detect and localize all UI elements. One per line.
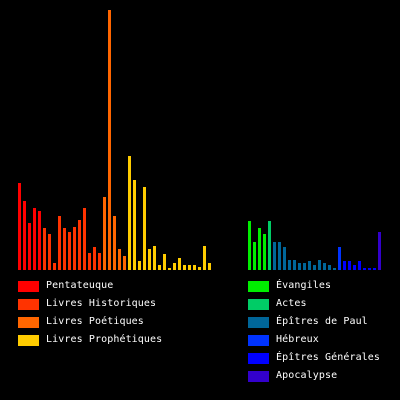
bar-2-9 xyxy=(83,208,86,270)
bar-7-7 xyxy=(303,263,306,270)
legend-item-10: Apocalypse xyxy=(248,369,337,383)
bar-7-2 xyxy=(278,242,281,270)
legend-label: Épîtres de Paul xyxy=(276,316,368,327)
bar-9-5 xyxy=(363,268,366,270)
legend-label: Actes xyxy=(276,298,307,309)
bar-4-8 xyxy=(163,254,166,270)
legend-swatch xyxy=(248,370,269,382)
bar-1-4 xyxy=(33,208,36,270)
bar-4-3 xyxy=(138,261,141,270)
bar-9-2 xyxy=(348,261,351,270)
bar-9-7 xyxy=(373,268,376,270)
bar-9-3 xyxy=(353,265,356,270)
bar-4-4 xyxy=(143,187,146,270)
bar-4-7 xyxy=(158,265,161,270)
legend-swatch xyxy=(248,280,269,292)
legend-label: Pentateuque xyxy=(46,280,114,291)
bar-4-17 xyxy=(208,263,211,270)
legend-item-1: Pentateuque xyxy=(18,279,113,293)
bar-3-3 xyxy=(113,216,116,270)
legend-item-4: Livres Prophétiques xyxy=(18,333,162,347)
bar-4-10 xyxy=(173,263,176,270)
legend-swatch xyxy=(18,298,39,310)
legend-swatch xyxy=(248,298,269,310)
bar-4-12 xyxy=(183,265,186,270)
bar-6-1 xyxy=(268,221,271,270)
bar-4-15 xyxy=(198,267,201,270)
bar-5-2 xyxy=(253,242,256,270)
bar-9-4 xyxy=(358,261,361,270)
bar-4-11 xyxy=(178,258,181,270)
bar-7-8 xyxy=(308,261,311,270)
bar-2-11 xyxy=(93,247,96,270)
bar-3-1 xyxy=(103,197,106,270)
bar-2-10 xyxy=(88,253,91,270)
bar-7-9 xyxy=(313,265,316,270)
bar-3-2 xyxy=(108,10,111,270)
legend-swatch xyxy=(248,352,269,364)
bar-4-6 xyxy=(153,246,156,270)
legend-item-7: Épîtres de Paul xyxy=(248,315,368,329)
bar-7-12 xyxy=(328,265,331,270)
legend-swatch xyxy=(18,280,39,292)
bar-2-1 xyxy=(43,228,46,270)
bar-2-2 xyxy=(48,234,51,270)
bar-2-3 xyxy=(53,263,56,270)
legend-label: Livres Historiques xyxy=(46,298,157,309)
bar-1-5 xyxy=(38,211,41,270)
bar-7-1 xyxy=(273,242,276,270)
legend-swatch xyxy=(248,334,269,346)
bar-2-4 xyxy=(58,216,61,270)
bar-7-6 xyxy=(298,263,301,270)
legend-item-9: Épîtres Générales xyxy=(248,351,380,365)
legend-item-6: Actes xyxy=(248,297,307,311)
bar-10-1 xyxy=(378,232,381,270)
bar-8-1 xyxy=(338,247,341,270)
bar-5-3 xyxy=(258,228,261,270)
bar-1-2 xyxy=(23,201,26,270)
bar-7-11 xyxy=(323,263,326,270)
bar-3-5 xyxy=(123,256,126,270)
legend-item-5: Évangiles xyxy=(248,279,331,293)
bar-4-5 xyxy=(148,249,151,270)
bar-3-4 xyxy=(118,249,121,270)
bar-4-2 xyxy=(133,180,136,270)
bar-4-1 xyxy=(128,156,131,270)
legend-label: Livres Poétiques xyxy=(46,316,144,327)
bar-9-6 xyxy=(368,268,371,270)
bar-5-4 xyxy=(263,234,266,270)
bar-4-9 xyxy=(168,268,171,270)
bar-7-13 xyxy=(333,268,336,270)
bar-4-13 xyxy=(188,265,191,270)
bar-2-5 xyxy=(63,228,66,270)
bar-2-8 xyxy=(78,220,81,270)
legend-swatch xyxy=(18,334,39,346)
legend-item-3: Livres Poétiques xyxy=(18,315,144,329)
legend-label: Évangiles xyxy=(276,280,332,291)
bar-5-1 xyxy=(248,221,251,270)
bar-4-14 xyxy=(193,265,196,270)
bar-7-10 xyxy=(318,260,321,270)
legend-label: Hébreux xyxy=(276,334,319,345)
bar-2-6 xyxy=(68,232,71,270)
bar-9-1 xyxy=(343,261,346,270)
legend-label: Livres Prophétiques xyxy=(46,334,163,345)
bar-1-1 xyxy=(18,183,21,270)
bar-7-3 xyxy=(283,247,286,270)
bar-4-16 xyxy=(203,246,206,270)
legend-label: Apocalypse xyxy=(276,370,338,381)
bar-7-4 xyxy=(288,260,291,270)
bar-7-5 xyxy=(293,260,296,270)
legend-swatch xyxy=(248,316,269,328)
bar-2-12 xyxy=(98,253,101,270)
bar-1-3 xyxy=(28,223,31,270)
bar-2-7 xyxy=(73,227,76,270)
legend-item-2: Livres Historiques xyxy=(18,297,156,311)
legend-item-8: Hébreux xyxy=(248,333,319,347)
legend-label: Épîtres Générales xyxy=(276,352,381,363)
legend-swatch xyxy=(18,316,39,328)
